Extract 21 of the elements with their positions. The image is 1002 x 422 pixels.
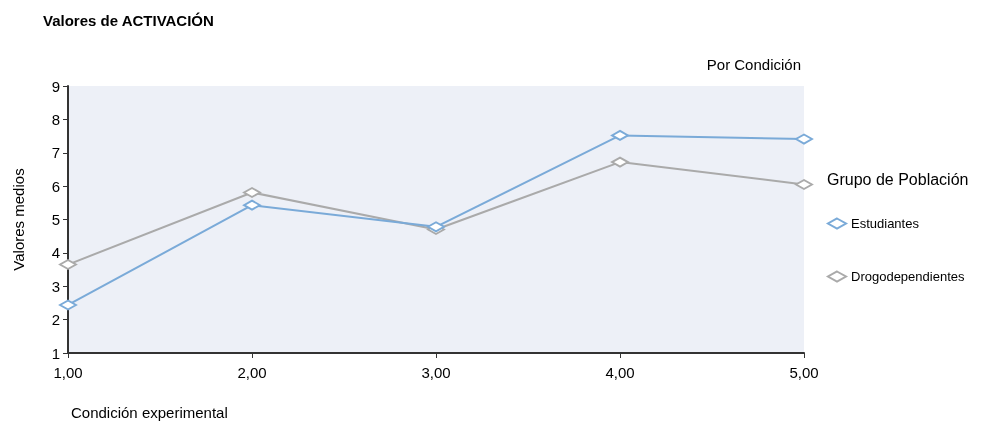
x-tick-label: 4,00 (605, 364, 635, 381)
x-tick-label: 5,00 (789, 364, 819, 381)
y-tick-label: 7 (51, 144, 60, 162)
y-tick-label: 2 (51, 311, 60, 329)
legend-title: Grupo de Población (827, 170, 969, 188)
chart-title: Valores de ACTIVACIÓN (43, 12, 214, 29)
x-tick-label: 3,00 (421, 364, 451, 381)
x-tick-label: 2,00 (237, 364, 267, 381)
x-tick-label: 1,00 (53, 364, 83, 381)
legend-label: Estudiantes (851, 216, 920, 231)
y-axis-title: Valores medios (10, 168, 27, 271)
legend-label: Drogodependientes (851, 269, 965, 284)
y-tick-label: 4 (51, 244, 60, 262)
x-axis-title: Condición experimental (71, 404, 228, 421)
y-tick-label: 8 (51, 110, 60, 128)
y-tick-label: 6 (51, 177, 60, 195)
y-tick-label: 3 (51, 277, 60, 295)
chart-subtitle: Por Condición (706, 56, 801, 73)
y-tick-label: 5 (51, 211, 60, 228)
y-tick-label: 1 (51, 344, 60, 362)
y-tick-label: 9 (51, 77, 60, 95)
